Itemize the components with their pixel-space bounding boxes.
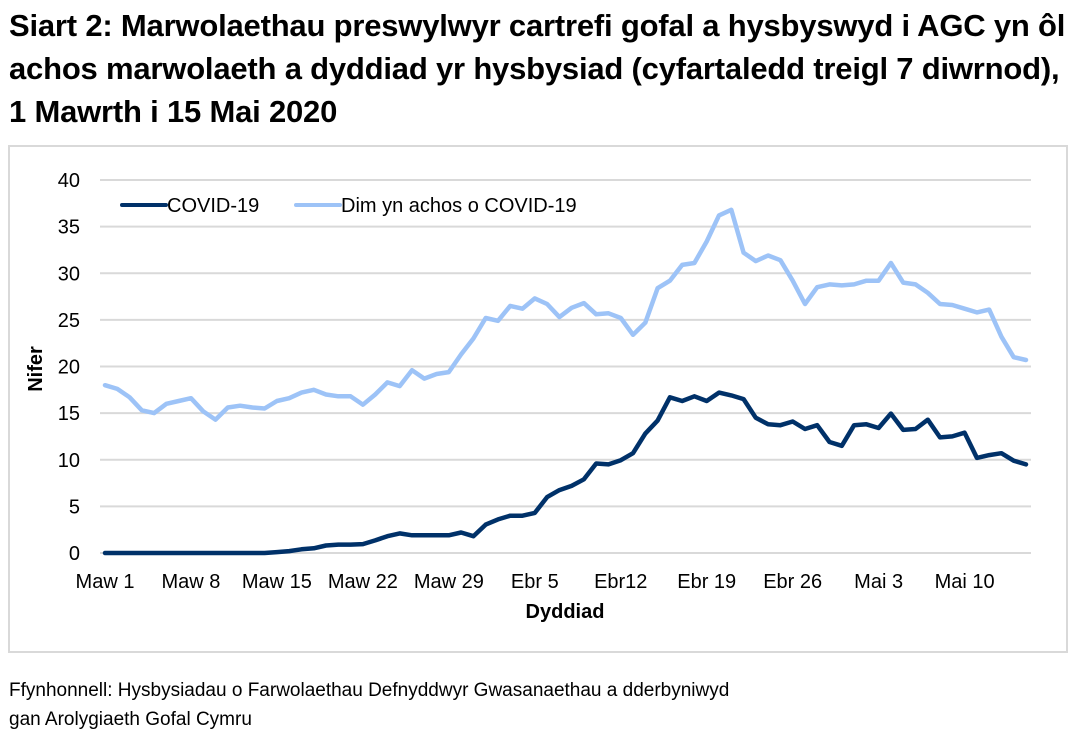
y-tick-label: 10 (58, 450, 80, 472)
x-tick-label: Maw 22 (328, 571, 398, 593)
x-tick-label: Ebr12 (594, 571, 647, 593)
y-tick-label: 15 (58, 403, 80, 425)
y-tick-label: 5 (69, 496, 80, 518)
legend-label-non-covid: Dim yn achos o COVID-19 (341, 195, 577, 217)
y-tick-label: 30 (58, 263, 80, 285)
legend: COVID-19 Dim yn achos o COVID-19 (120, 195, 577, 217)
x-tick-label: Ebr 26 (763, 571, 822, 593)
source-line-2: gan Arolygiaeth Gofal Cymru (9, 709, 252, 730)
data-lines (102, 207, 1029, 556)
x-tick-label: Mai 3 (854, 571, 903, 593)
x-tick-label: Ebr 5 (511, 571, 559, 593)
chart-area: 0 5 10 15 20 25 30 35 40 Maw 1 Maw 8 Maw 15 Maw 22 M… (8, 145, 1068, 653)
x-axis-ticks: Maw 1 Maw 8 Maw 15 Maw 22 Maw 29 Ebr 5 Ebr12 Eb… (76, 571, 995, 593)
chart-title: Siart 2: Marwolaethau preswylwyr cartref… (9, 8, 1066, 129)
series-line-non-covid (102, 207, 1029, 422)
x-tick-label: Maw 29 (414, 571, 484, 593)
series-line-covid (102, 390, 1029, 556)
y-tick-label: 40 (58, 170, 80, 192)
x-axis-title: Dyddiad (526, 601, 605, 623)
x-tick-label: Mai 10 (935, 571, 995, 593)
source-line-1: Ffynhonnell: Hysbysiadau o Farwolaethau … (9, 680, 730, 701)
gridlines (100, 179, 1031, 554)
legend-label-covid: COVID-19 (167, 195, 259, 217)
y-tick-label: 25 (58, 310, 80, 332)
y-tick-label: 35 (58, 217, 80, 239)
x-tick-label: Maw 15 (242, 571, 312, 593)
y-tick-label: 0 (69, 543, 80, 565)
y-tick-label: 20 (58, 357, 80, 379)
x-tick-label: Ebr 19 (677, 571, 736, 593)
y-axis-title: Nifer (25, 346, 47, 392)
x-tick-label: Maw 8 (162, 571, 221, 593)
source-note: Ffynhonnell: Hysbysiadau o Farwolaethau … (9, 676, 729, 734)
x-tick-label: Maw 1 (76, 571, 135, 593)
y-axis-ticks: 0 5 10 15 20 25 30 35 40 (58, 170, 80, 565)
